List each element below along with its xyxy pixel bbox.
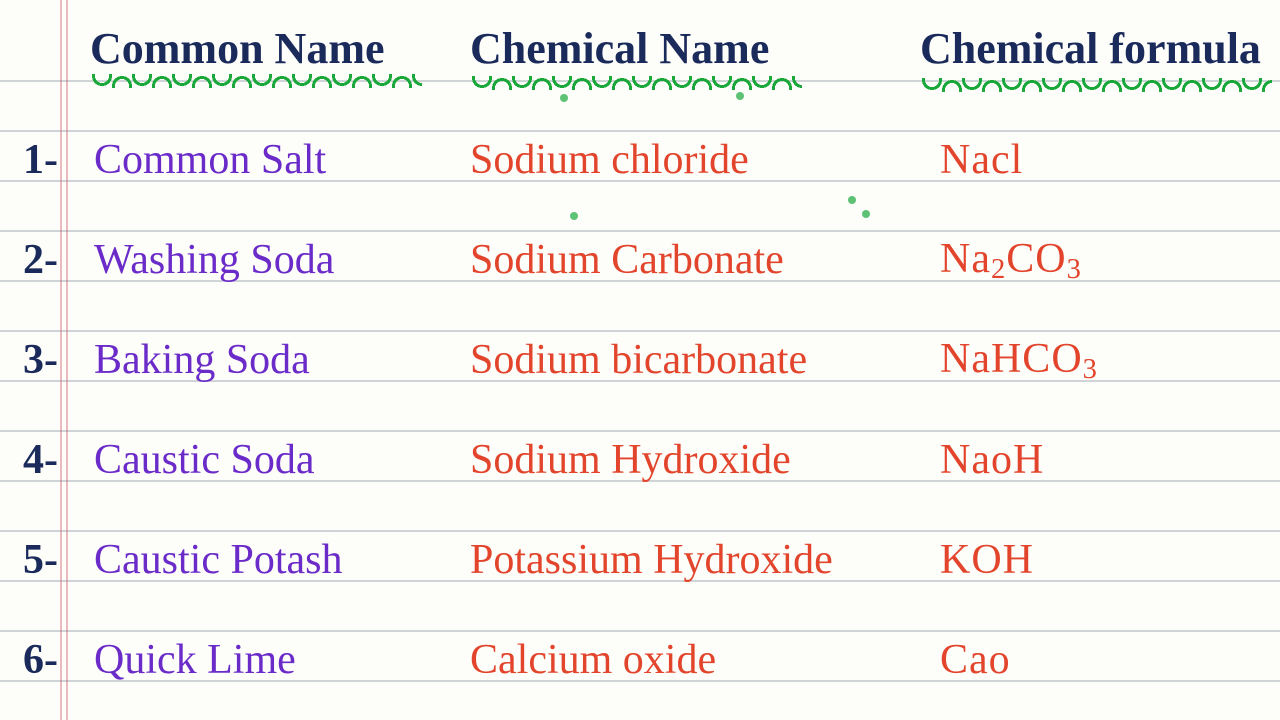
cell-chemical-formula: NaoH [940, 436, 1260, 484]
cell-chemical-name: Sodium Carbonate [470, 236, 900, 284]
cell-common-name: Quick Lime [94, 636, 454, 684]
ink-dot [848, 196, 856, 204]
header-underline [922, 78, 1272, 92]
page-content: Common Name Chemical Name Chemical formu… [0, 0, 1280, 720]
cell-chemical-formula: Nacl [940, 136, 1260, 184]
header-common-name-text: Common Name [90, 23, 385, 80]
header-chemical-formula: Chemical formula [920, 0, 1270, 80]
cell-common-name: Baking Soda [94, 336, 454, 384]
ink-dot [862, 210, 870, 218]
row-number: 6- [12, 636, 58, 684]
header-underline [92, 74, 422, 88]
row-number: 1- [12, 136, 58, 184]
cell-chemical-formula: Cao [940, 636, 1260, 684]
ink-dot [570, 212, 578, 220]
table-row: 1- Common Salt Sodium chloride Nacl [0, 110, 1280, 210]
cell-chemical-name: Sodium Hydroxide [470, 436, 900, 484]
header-common-name: Common Name [90, 0, 450, 80]
cell-common-name: Washing Soda [94, 236, 454, 284]
header-chemical-formula-text: Chemical formula [920, 23, 1261, 80]
row-number: 5- [12, 536, 58, 584]
row-number: 4- [12, 436, 58, 484]
ink-dot [560, 94, 568, 102]
header-chemical-name-text: Chemical Name [470, 23, 769, 80]
cell-chemical-formula: KOH [940, 536, 1260, 584]
table-row: 6- Quick Lime Calcium oxide Cao [0, 610, 1280, 710]
row-number: 2- [12, 236, 58, 284]
cell-common-name: Caustic Soda [94, 436, 454, 484]
cell-chemical-formula: NaHCO3 [940, 335, 1260, 386]
table-row: 2- Washing Soda Sodium Carbonate Na2CO3 [0, 210, 1280, 310]
row-number: 3- [12, 336, 58, 384]
header-chemical-name: Chemical Name [470, 0, 890, 80]
table-row: 3- Baking Soda Sodium bicarbonate NaHCO3 [0, 310, 1280, 410]
cell-chemical-formula: Na2CO3 [940, 235, 1260, 286]
table-row: 5- Caustic Potash Potassium Hydroxide KOH [0, 510, 1280, 610]
table-row: 4- Caustic Soda Sodium Hydroxide NaoH [0, 410, 1280, 510]
cell-chemical-name: Potassium Hydroxide [470, 536, 900, 584]
cell-common-name: Caustic Potash [94, 536, 454, 584]
cell-chemical-name: Sodium chloride [470, 136, 900, 184]
cell-chemical-name: Calcium oxide [470, 636, 900, 684]
cell-chemical-name: Sodium bicarbonate [470, 336, 900, 384]
cell-common-name: Common Salt [94, 136, 454, 184]
ink-dot [736, 92, 744, 100]
header-underline [472, 76, 802, 90]
